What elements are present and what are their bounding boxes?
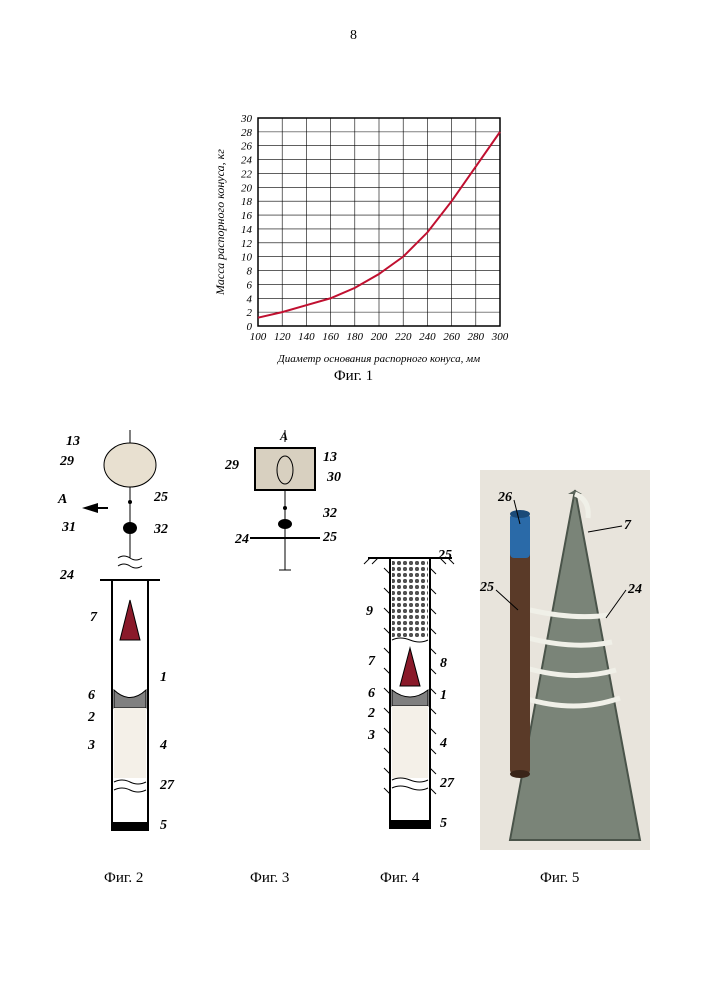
fig2-label-1: 1: [160, 670, 167, 686]
fig2-label-7: 7: [90, 610, 97, 626]
fig4-label-7: 7: [368, 654, 375, 670]
fig3-label-30: 30: [327, 470, 341, 486]
fig2-label-29: 29: [60, 454, 74, 470]
fig2-label-24: 24: [60, 568, 74, 584]
svg-text:100: 100: [250, 331, 267, 343]
fig2-diagram: 13 29 A 31 25 32 24 7 1 6 2 3 4 27 5: [70, 430, 190, 890]
fig1-caption: Фиг. 1: [334, 368, 373, 385]
fig3-caption: Фиг. 3: [250, 870, 289, 887]
svg-text:Масса распорного конуса, кг: Масса распорного конуса, кг: [213, 149, 227, 296]
fig2-label-2: 2: [88, 710, 95, 726]
svg-text:0: 0: [247, 321, 253, 333]
fig3-label-32: 32: [323, 506, 337, 522]
svg-text:2: 2: [247, 307, 253, 319]
page-number: 8: [350, 28, 357, 44]
fig4-diagram: 25 9 7 8 6 1 2 3 4 27 5: [360, 548, 460, 848]
svg-text:120: 120: [274, 331, 291, 343]
svg-text:8: 8: [247, 266, 253, 278]
svg-text:280: 280: [468, 331, 485, 343]
fig2-label-4: 4: [160, 738, 167, 754]
fig2-caption: Фиг. 2: [104, 870, 143, 887]
svg-text:12: 12: [241, 238, 253, 250]
fig3-label-13: 13: [323, 450, 337, 466]
svg-text:28: 28: [241, 127, 253, 139]
svg-text:6: 6: [247, 279, 253, 291]
fig4-label-3: 3: [368, 728, 375, 744]
fig4-label-9: 9: [366, 604, 373, 620]
fig4-label-6: 6: [368, 686, 375, 702]
fig2-label-32: 32: [154, 522, 168, 538]
chart-svg: 1001201401601802002202402602803000246810…: [210, 108, 510, 368]
chart-fig1: 1001201401601802002202402602803000246810…: [210, 108, 510, 368]
fig4-label-25: 25: [438, 548, 452, 564]
fig4-caption: Фиг. 4: [380, 870, 419, 887]
svg-text:18: 18: [241, 196, 253, 208]
svg-text:220: 220: [395, 331, 412, 343]
fig4-label-2: 2: [368, 706, 375, 722]
svg-text:14: 14: [241, 224, 253, 236]
fig2-label-13: 13: [66, 434, 80, 450]
svg-text:20: 20: [241, 182, 253, 194]
fig3-diagram: A 29 13 30 32 25 24: [225, 430, 345, 600]
fig2-label-31: 31: [62, 520, 76, 536]
fig3-label-25: 25: [323, 530, 337, 546]
fig5-photo: 26 25 7 24: [480, 470, 650, 850]
svg-text:A: A: [279, 430, 288, 443]
svg-text:26: 26: [241, 141, 253, 153]
svg-text:300: 300: [491, 331, 509, 343]
fig4-label-8: 8: [440, 656, 447, 672]
fig2-label-5: 5: [160, 818, 167, 834]
svg-text:200: 200: [371, 331, 388, 343]
fig2-label-25: 25: [154, 490, 168, 506]
svg-text:160: 160: [322, 331, 339, 343]
fig2-label-27: 27: [160, 778, 174, 794]
svg-text:140: 140: [298, 331, 315, 343]
fig4-label-27: 27: [440, 776, 454, 792]
fig3-label-24: 24: [235, 532, 249, 548]
svg-text:22: 22: [241, 168, 253, 180]
svg-text:4: 4: [247, 293, 253, 305]
fig5-leaders: [480, 470, 650, 850]
fig2-label-A: A: [58, 492, 67, 508]
svg-text:30: 30: [240, 113, 253, 125]
figures-row: 13 29 A 31 25 32 24 7 1 6 2 3 4 27 5 Фиг…: [0, 430, 707, 910]
fig4-label-5: 5: [440, 816, 447, 832]
fig4-label-1: 1: [440, 688, 447, 704]
fig2-label-6: 6: [88, 688, 95, 704]
svg-text:16: 16: [241, 210, 253, 222]
svg-text:10: 10: [241, 252, 253, 264]
svg-text:Диаметр основания распорного: Диаметр основания распорного конуса, мм: [277, 353, 480, 365]
svg-text:180: 180: [347, 331, 364, 343]
fig4-label-4: 4: [440, 736, 447, 752]
svg-text:260: 260: [443, 331, 460, 343]
fig3-label-29: 29: [225, 458, 239, 474]
svg-text:240: 240: [419, 331, 436, 343]
svg-text:24: 24: [241, 155, 253, 167]
fig5-caption: Фиг. 5: [540, 870, 579, 887]
fig2-label-3: 3: [88, 738, 95, 754]
